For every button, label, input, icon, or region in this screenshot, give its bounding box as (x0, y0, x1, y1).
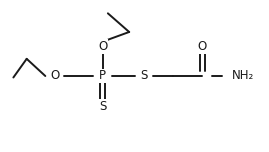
Text: S: S (140, 69, 147, 83)
Text: P: P (99, 69, 106, 83)
Text: NH₂: NH₂ (232, 69, 254, 83)
Text: O: O (198, 40, 207, 53)
Text: S: S (99, 100, 106, 113)
Text: O: O (98, 40, 107, 53)
Text: O: O (50, 69, 59, 83)
